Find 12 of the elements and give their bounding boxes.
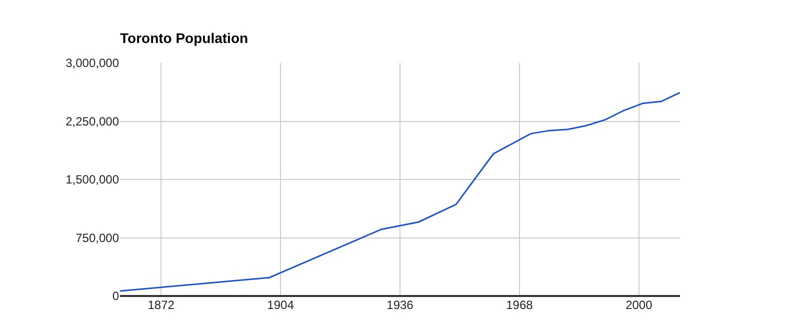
y-tick-label: 1,500,000 [66,172,120,187]
chart-title: Toronto Population [120,30,248,46]
x-tick-label: 1872 [148,298,175,312]
y-tick-label: 750,000 [76,230,120,245]
y-tick-label: 3,000,000 [66,56,120,70]
line-series [120,92,680,292]
y-tick-label: 2,250,000 [66,114,120,128]
x-tick-label: 1904 [267,298,294,312]
x-tick-label: 2000 [626,298,653,312]
y-tick-label: 0 [112,289,120,304]
x-tick-label: 1968 [506,298,534,312]
x-tick-label: 1936 [386,298,414,312]
